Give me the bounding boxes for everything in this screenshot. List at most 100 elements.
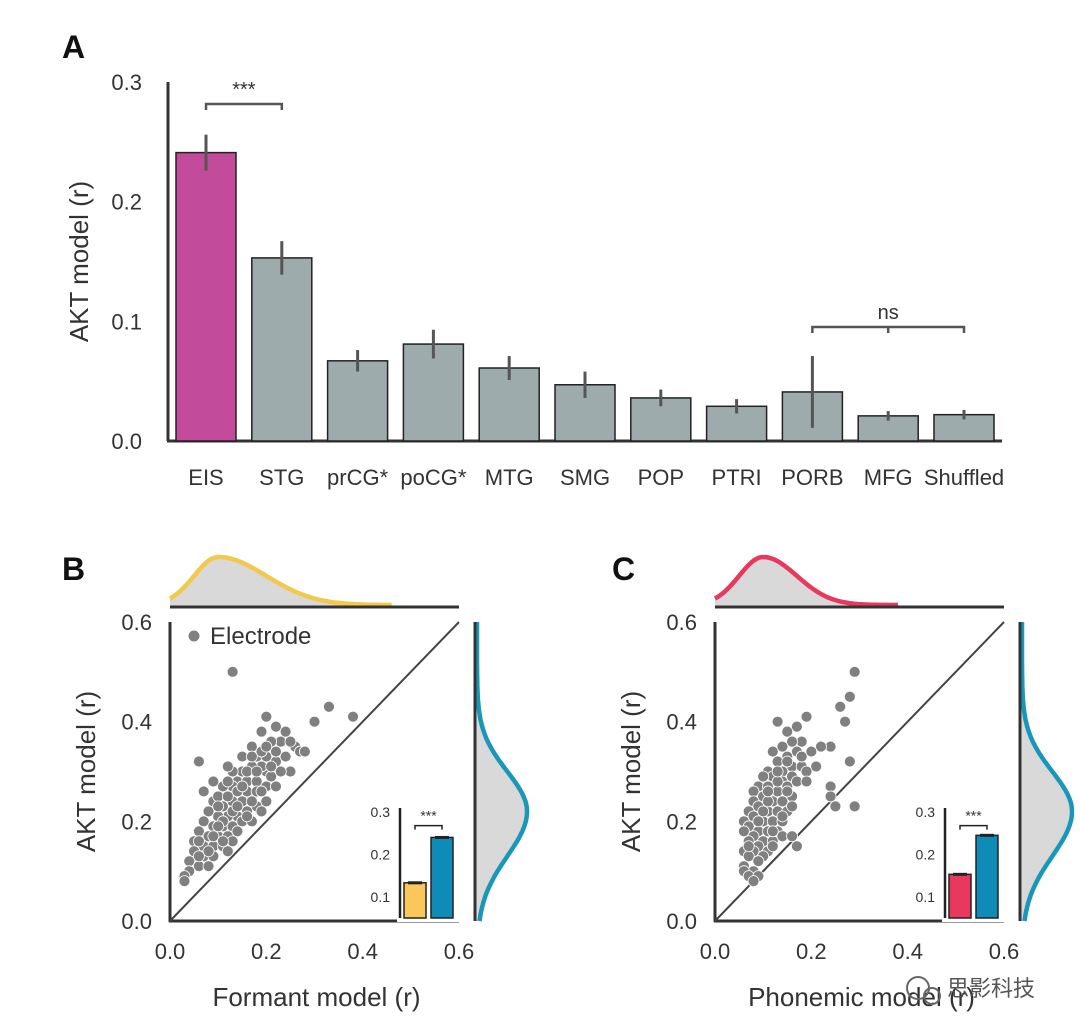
- x-tick-label: prCG*: [327, 465, 389, 490]
- legend-marker: [188, 630, 200, 642]
- x-tick-label: STG: [259, 465, 304, 490]
- y-tick-label: 0.2: [111, 190, 142, 215]
- inset-y-tick-label: 0.3: [371, 804, 391, 820]
- electrode-point: [800, 765, 813, 778]
- electrode-point: [260, 795, 273, 808]
- y-tick-label: 0.2: [121, 809, 152, 834]
- y-density-fill: [475, 622, 527, 921]
- y-density-curve: [474, 622, 530, 922]
- y-axis-label: AKT model (r): [71, 691, 101, 852]
- x-tick-label: 0.6: [444, 939, 475, 964]
- electrode-point: [843, 690, 856, 703]
- panel-label: B: [62, 551, 85, 587]
- electrode-point: [771, 765, 784, 778]
- electrode-point: [752, 815, 765, 828]
- x-density-curve: [168, 554, 392, 608]
- electrode-point: [279, 750, 292, 763]
- y-tick-label: 0.1: [111, 309, 142, 334]
- inset-y-tick-label: 0.2: [371, 846, 391, 862]
- inset-bar: [430, 836, 454, 919]
- electrode-point: [197, 815, 210, 828]
- electrode-point: [202, 860, 215, 873]
- electrode-point: [178, 875, 191, 888]
- electrode-point: [762, 795, 774, 808]
- panel-c: C 0.0 0.2 0.4 0.6 0.0 0.2 0.4 0.6 Phonemic model …: [612, 551, 1075, 1012]
- electrode-point: [255, 785, 268, 798]
- x-axis-label: Phonemic model (r): [748, 982, 975, 1012]
- significance-label: ns: [878, 302, 899, 324]
- electrode-point: [207, 830, 220, 843]
- bar-pocg: [402, 343, 465, 442]
- electrode-point: [776, 740, 789, 753]
- electrode-point: [260, 710, 273, 723]
- inset-y-tick-label: 0.3: [916, 804, 936, 820]
- electrode-point: [236, 780, 249, 793]
- bar-prcg: [326, 360, 389, 442]
- watermark-text: 思影科技: [947, 976, 1035, 1001]
- electrode-point: [747, 875, 760, 888]
- electrode-point: [212, 800, 225, 813]
- electrode-point: [757, 805, 770, 818]
- x-density-curve: [713, 554, 898, 608]
- inset-significance-label: ***: [965, 808, 982, 824]
- electrode-point: [245, 750, 258, 763]
- x-tick-label: POP: [638, 465, 684, 490]
- electrode-point: [781, 725, 794, 738]
- y-tick-label: 0.6: [666, 610, 697, 635]
- electrode-point: [217, 835, 229, 848]
- electrode-point: [250, 765, 263, 778]
- identity-line: [169, 621, 460, 922]
- electrode-point: [231, 825, 244, 838]
- x-tick-label: 0.2: [251, 939, 282, 964]
- electrode-point: [192, 835, 205, 848]
- electrode-point: [757, 770, 770, 783]
- panel-a: A 0.0 0.1 0.2 0.3 AKT model (r) EIS STG prCG* poC…: [62, 29, 1004, 490]
- electrode-point: [226, 665, 239, 678]
- electrode-point: [212, 820, 225, 833]
- electrode-point: [221, 790, 234, 803]
- electrode-point: [197, 785, 210, 798]
- electrode-point: [834, 700, 847, 713]
- y-axis-label: AKT model (r): [64, 181, 94, 342]
- x-tick-label: 0.6: [989, 939, 1020, 964]
- y-tick-label: 0.4: [121, 710, 152, 735]
- x-tick-label: SMG: [560, 465, 610, 490]
- electrode-point: [776, 810, 789, 823]
- electrode-point: [265, 760, 278, 773]
- electrode-point: [231, 800, 244, 813]
- electrode-point: [815, 740, 827, 753]
- electrode-point: [308, 715, 321, 728]
- inset-significance-bracket: [959, 824, 988, 830]
- x-density-fill: [170, 557, 392, 607]
- electrode-point: [221, 845, 234, 858]
- electrode-point: [207, 775, 220, 788]
- electrode-point: [843, 755, 856, 768]
- y-density-curve: [1019, 622, 1075, 922]
- electrode-point: [279, 725, 292, 738]
- bar-mtg: [478, 367, 540, 442]
- electrode-point: [766, 840, 779, 853]
- x-tick-label: 0.2: [796, 939, 827, 964]
- electrode-point: [771, 715, 784, 728]
- y-tick-label: 0.0: [666, 909, 697, 934]
- x-tick-label: PTRI: [712, 465, 762, 490]
- x-axis-label: Formant model (r): [212, 982, 420, 1012]
- inset-significance-bracket: [414, 824, 443, 830]
- electrode-point: [255, 805, 268, 818]
- y-tick-label: 0.0: [111, 429, 142, 454]
- electrode-point: [241, 810, 253, 823]
- electrode-point: [771, 775, 784, 788]
- electrode-point: [752, 855, 765, 868]
- x-tick-label: 0.4: [347, 939, 378, 964]
- electrode-point: [766, 825, 779, 838]
- electrode-point: [810, 760, 823, 773]
- electrode-point: [786, 735, 798, 748]
- electrode-point: [805, 745, 818, 758]
- electrode-point: [274, 765, 287, 778]
- bar-stg: [251, 257, 313, 442]
- panel-label: C: [612, 551, 635, 587]
- electrode-point: [245, 795, 258, 808]
- electrode-point: [824, 780, 837, 793]
- watermark-icon: [923, 987, 941, 1005]
